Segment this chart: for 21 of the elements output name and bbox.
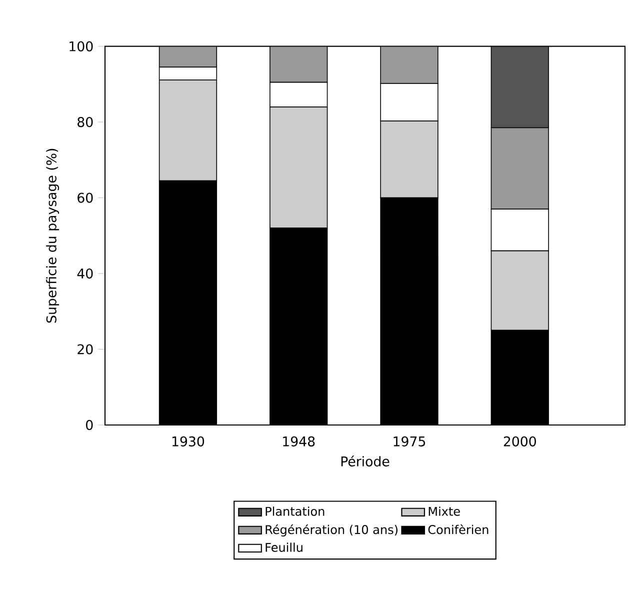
bar bbox=[490, 127, 549, 210]
x-tick-label: 1948 bbox=[283, 436, 315, 446]
bar bbox=[270, 46, 328, 83]
y-axis-title: Superficie du paysage (%) bbox=[46, 148, 60, 323]
x-axis-title: Période bbox=[341, 456, 390, 466]
x-tick-label: 2000 bbox=[504, 436, 536, 446]
legend-label: Feuillu bbox=[266, 542, 302, 552]
y-tick-label: 20 bbox=[78, 344, 93, 354]
legend-label: Régénération (10 ans) bbox=[266, 524, 398, 536]
legend-label: Conifèrien bbox=[428, 524, 488, 534]
y-tick-label: 60 bbox=[78, 192, 93, 203]
legend-label: Mixte bbox=[428, 506, 460, 516]
y-tick-label: 0 bbox=[86, 420, 93, 430]
bar bbox=[380, 46, 438, 84]
x-tick-label: 1930 bbox=[172, 436, 204, 446]
y-tick-label: 80 bbox=[78, 117, 93, 128]
y-tick-label: 40 bbox=[77, 268, 93, 279]
x-tick-label: 1975 bbox=[394, 436, 426, 446]
bar bbox=[158, 46, 218, 68]
y-tick-label: 100 bbox=[70, 41, 93, 52]
legend-label: Plantation bbox=[266, 506, 324, 516]
